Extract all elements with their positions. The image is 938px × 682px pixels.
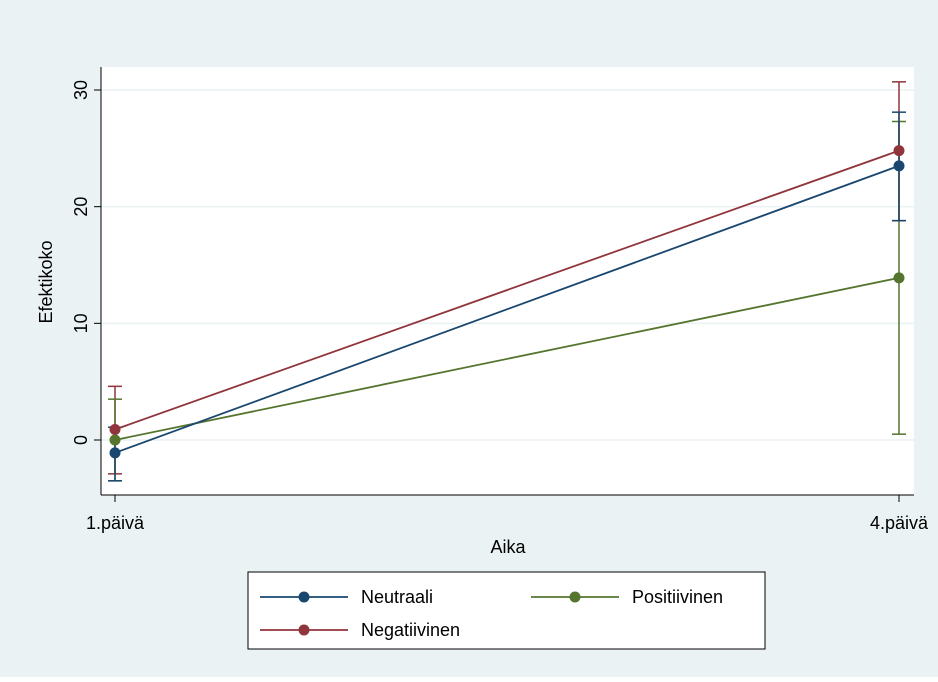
legend-label: Negatiivinen: [361, 620, 460, 640]
data-series: [108, 81, 906, 482]
series-line: [114, 276, 900, 441]
legend-label: Neutraali: [361, 587, 433, 607]
legend-marker: [569, 591, 581, 603]
legend: Neutraali Positiivinen Negatiivinen: [247, 571, 766, 650]
y-tick-label: 10: [71, 313, 91, 333]
series-line-group: [109, 145, 905, 435]
x-tick-label: 4.päivä: [870, 513, 929, 533]
data-point: [893, 160, 905, 172]
series-line-group: [109, 272, 905, 446]
legend-item: Negatiivinen: [260, 620, 460, 640]
y-tick-label: 30: [71, 80, 91, 100]
legend-marker: [298, 591, 310, 603]
data-point: [109, 424, 121, 435]
x-axis-label: Aika: [490, 537, 526, 557]
data-point: [893, 145, 905, 157]
series-line-group: [109, 160, 905, 459]
legend-item: Positiivinen: [531, 587, 723, 607]
plot-area: [101, 67, 914, 495]
legend-box: [247, 571, 766, 650]
data-point: [109, 434, 121, 446]
axes: 0 10 20 30 1.päivä 4.päivä: [71, 67, 929, 533]
legend-label: Positiivinen: [632, 587, 723, 607]
grid-lines: [101, 89, 914, 441]
series-line: [114, 164, 900, 454]
y-axis-label: Efektikoko: [36, 240, 56, 323]
legend-marker: [298, 624, 310, 636]
data-point: [109, 447, 121, 459]
legend-entries: Neutraali Positiivinen Negatiivinen: [260, 587, 723, 640]
x-tick-label: 1.päivä: [86, 513, 145, 533]
data-point: [893, 272, 905, 284]
y-tick-label: 0: [71, 435, 91, 445]
y-tick-label: 20: [71, 197, 91, 217]
series-line: [114, 149, 900, 431]
legend-item: Neutraali: [260, 587, 433, 607]
